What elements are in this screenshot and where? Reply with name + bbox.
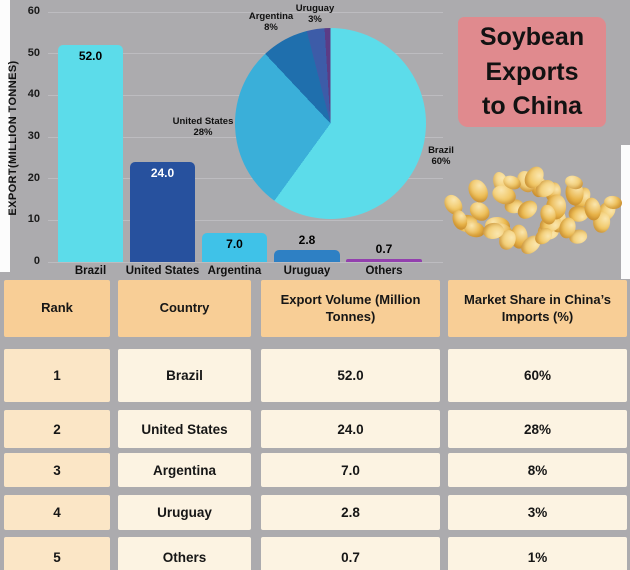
- table-cell: 0.7: [261, 537, 440, 570]
- x-axis-label: United States: [125, 265, 200, 277]
- gridline: [48, 219, 443, 221]
- bar-chart: EXPORT(MILLION TONNES) 0 10 20 30 40 50 60 52.…: [0, 0, 630, 280]
- table-cell: 5: [4, 537, 110, 570]
- x-axis-label: Others: [365, 265, 403, 277]
- page-title-line: Exports: [485, 57, 579, 86]
- y-tick-label: 20: [27, 171, 40, 184]
- table-cell: Uruguay: [118, 495, 251, 530]
- x-axis-label: Brazil: [74, 265, 107, 277]
- y-tick-label: 50: [27, 46, 40, 59]
- table-cell: 8%: [448, 453, 627, 487]
- bar-uruguay: [274, 250, 340, 262]
- title-card: Soybean Exports to China: [458, 17, 606, 127]
- y-tick-label: 60: [27, 5, 40, 17]
- left-edge-strip: [0, 0, 10, 272]
- table-header-volume: Export Volume (Million Tonnes): [261, 280, 440, 337]
- y-tick-label: 30: [27, 130, 40, 142]
- pie-label-brazil: Brazil 60%: [428, 145, 454, 168]
- table-cell: Argentina: [118, 453, 251, 487]
- table-cell: 1: [4, 349, 110, 402]
- table-cell: 3: [4, 453, 110, 487]
- y-tick-label: 10: [27, 213, 40, 226]
- table-header-country: Country: [118, 280, 251, 337]
- table-cell: 2: [4, 410, 110, 448]
- table-cell: 1%: [448, 537, 627, 570]
- table-cell: 28%: [448, 410, 627, 448]
- table-cell: Brazil: [118, 349, 251, 402]
- table-cell: 3%: [448, 495, 627, 530]
- bar-value-label: 0.7: [375, 242, 393, 257]
- gridline: [48, 261, 443, 263]
- bar-brazil: [58, 45, 123, 262]
- bar-others: [346, 259, 422, 262]
- gridline: [48, 53, 443, 55]
- pie-chart: [235, 28, 426, 219]
- table-cell: 24.0: [261, 410, 440, 448]
- pie-label-uruguay: Uruguay 3%: [295, 3, 335, 26]
- table-cell: 7.0: [261, 453, 440, 487]
- table-cell: 60%: [448, 349, 627, 402]
- bar-value-label: 7.0: [226, 236, 243, 251]
- page-title-line: Soybean: [479, 23, 585, 52]
- x-axis-label: Uruguay: [283, 265, 331, 277]
- pie-label-argentina: Argentina 8%: [248, 11, 294, 34]
- table-cell: United States: [118, 410, 251, 448]
- table-header-share: Market Share in China’s Imports (%): [448, 280, 627, 337]
- table-cell: 2.8: [261, 495, 440, 530]
- bar-argentina: [202, 232, 267, 262]
- bar-value-label: 2.8: [298, 233, 316, 248]
- gridline: [48, 11, 443, 13]
- table-cell: Others: [118, 537, 251, 570]
- gridline: [48, 178, 443, 180]
- pie-label-united-states: United States 28%: [172, 116, 234, 139]
- right-edge-strip: [621, 145, 630, 279]
- y-tick-label: 40: [27, 88, 40, 101]
- bar-value-label: 24.0: [150, 166, 175, 180]
- table-cell: 52.0: [261, 349, 440, 402]
- bar-value-label: 52.0: [78, 49, 103, 64]
- x-axis-label: Argentina: [207, 265, 262, 277]
- y-tick-label: 0: [33, 255, 40, 267]
- table-header-rank: Rank: [4, 280, 110, 337]
- page-title-line: to China: [482, 92, 582, 121]
- table-cell: 4: [4, 495, 110, 530]
- bar-united-states: [130, 162, 195, 262]
